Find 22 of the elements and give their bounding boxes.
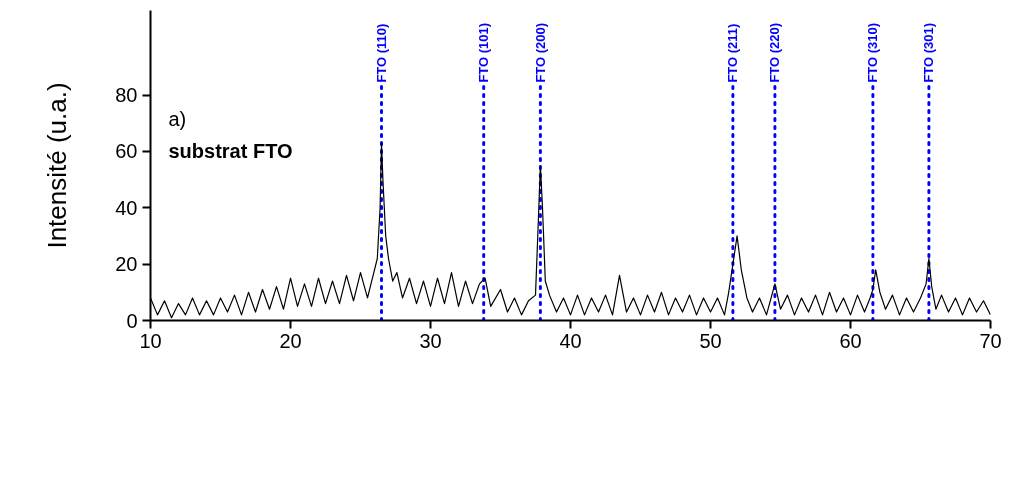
x-tick-label: 30	[419, 329, 442, 352]
ref-line-label: FTO (310)	[865, 22, 881, 83]
y-tick-label: 60	[115, 140, 138, 163]
y-tick-label: 20	[115, 253, 138, 276]
x-tick-label: 40	[559, 329, 582, 352]
x-tick-label: 20	[279, 329, 302, 352]
x-tick-label: 70	[979, 329, 1002, 352]
annotation: substrat FTO	[168, 140, 293, 163]
ref-line-label: FTO (211)	[725, 23, 741, 83]
y-tick-label: 40	[115, 196, 138, 219]
x-tick-label: 50	[699, 329, 722, 352]
y-axis-title: Intensité (u.a.)	[42, 82, 73, 249]
y-tick-label: 80	[115, 84, 138, 107]
x-tick-label: 60	[839, 329, 862, 352]
ref-line-label: FTO (110)	[374, 23, 389, 83]
ref-line-label: FTO (101)	[476, 22, 492, 83]
annotation: a)	[168, 108, 187, 131]
y-tick-label: 0	[126, 309, 138, 332]
x-tick-label: 10	[139, 329, 162, 352]
ref-line-label: FTO (200)	[532, 22, 548, 83]
ref-line-label: FTO (220)	[767, 22, 783, 83]
ref-line-label: FTO (301)	[921, 22, 937, 83]
